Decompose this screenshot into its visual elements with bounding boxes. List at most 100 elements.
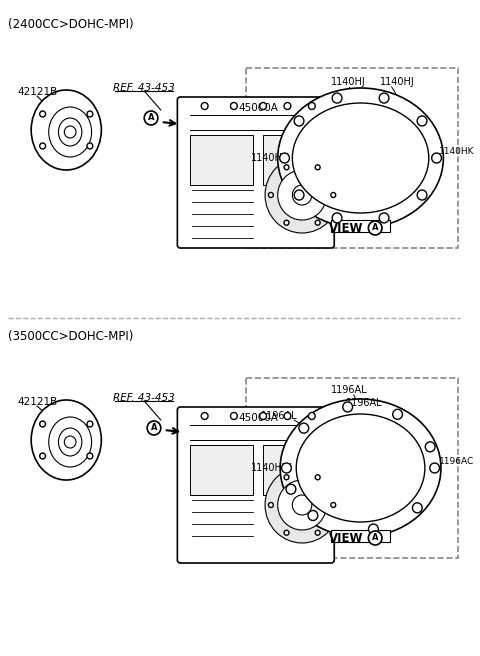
Circle shape <box>379 93 389 103</box>
Circle shape <box>201 102 208 110</box>
Circle shape <box>230 102 237 110</box>
Circle shape <box>331 192 336 197</box>
Ellipse shape <box>31 90 101 170</box>
Ellipse shape <box>49 417 92 467</box>
Circle shape <box>368 221 382 235</box>
Circle shape <box>379 213 389 223</box>
Circle shape <box>417 116 427 126</box>
Text: A: A <box>372 533 378 543</box>
Bar <box>331 530 390 542</box>
Circle shape <box>315 165 320 170</box>
Text: 1196AL: 1196AL <box>331 385 368 395</box>
Circle shape <box>294 190 304 200</box>
Circle shape <box>265 157 339 233</box>
Text: 1140HW: 1140HW <box>252 463 293 473</box>
Circle shape <box>230 413 237 419</box>
Text: 1196AL: 1196AL <box>346 398 383 408</box>
Bar <box>190 445 253 495</box>
Text: 45000A: 45000A <box>238 413 278 423</box>
Circle shape <box>64 436 76 448</box>
Text: 42121B: 42121B <box>18 87 58 97</box>
Ellipse shape <box>49 107 92 157</box>
Circle shape <box>147 421 161 435</box>
Circle shape <box>40 453 46 459</box>
Circle shape <box>87 421 93 427</box>
Ellipse shape <box>31 400 101 480</box>
Circle shape <box>368 531 382 545</box>
Circle shape <box>294 116 304 126</box>
Circle shape <box>292 495 312 515</box>
Text: 1140HK: 1140HK <box>439 148 474 157</box>
Text: 1196AL: 1196AL <box>261 411 298 421</box>
Ellipse shape <box>296 414 425 522</box>
Text: 1140HJ: 1140HJ <box>380 77 415 87</box>
Ellipse shape <box>292 103 429 213</box>
Circle shape <box>284 220 289 225</box>
Text: A: A <box>148 113 154 123</box>
Circle shape <box>278 170 326 220</box>
Circle shape <box>284 475 289 480</box>
Circle shape <box>309 413 315 419</box>
Text: (2400CC>DOHC-MPI): (2400CC>DOHC-MPI) <box>8 18 133 31</box>
Text: VIEW: VIEW <box>329 222 363 234</box>
Circle shape <box>369 524 378 534</box>
Circle shape <box>332 93 342 103</box>
Bar <box>263 445 317 495</box>
Bar <box>263 135 317 185</box>
Circle shape <box>284 530 289 535</box>
Circle shape <box>308 510 318 520</box>
Circle shape <box>40 421 46 427</box>
Circle shape <box>87 143 93 149</box>
Circle shape <box>260 102 266 110</box>
Circle shape <box>299 423 309 433</box>
Ellipse shape <box>280 399 441 537</box>
Ellipse shape <box>278 88 444 228</box>
Text: 1140HK: 1140HK <box>252 153 289 163</box>
Circle shape <box>268 192 273 197</box>
Circle shape <box>280 153 289 163</box>
Circle shape <box>332 213 342 223</box>
Circle shape <box>432 153 442 163</box>
Circle shape <box>331 502 336 508</box>
Circle shape <box>87 111 93 117</box>
FancyBboxPatch shape <box>246 378 458 558</box>
Text: REF. 43-453: REF. 43-453 <box>113 83 175 93</box>
Circle shape <box>260 413 266 419</box>
Text: 1140HJ: 1140HJ <box>331 77 366 87</box>
Circle shape <box>201 413 208 419</box>
Circle shape <box>286 484 296 494</box>
Circle shape <box>40 111 46 117</box>
Ellipse shape <box>59 118 82 146</box>
Circle shape <box>412 503 422 513</box>
Text: REF. 43-453: REF. 43-453 <box>113 393 175 403</box>
Circle shape <box>425 441 435 452</box>
Circle shape <box>284 102 291 110</box>
Text: 45000A: 45000A <box>238 103 278 113</box>
Text: A: A <box>372 224 378 232</box>
Circle shape <box>87 453 93 459</box>
Text: A: A <box>151 424 157 432</box>
Circle shape <box>64 126 76 138</box>
Circle shape <box>282 463 291 473</box>
Circle shape <box>315 220 320 225</box>
Circle shape <box>309 102 315 110</box>
Ellipse shape <box>59 428 82 456</box>
Bar <box>190 135 253 185</box>
Circle shape <box>343 402 353 412</box>
Circle shape <box>278 480 326 530</box>
Circle shape <box>292 185 312 205</box>
Circle shape <box>144 111 158 125</box>
Text: VIEW: VIEW <box>329 531 363 544</box>
Circle shape <box>315 475 320 480</box>
FancyBboxPatch shape <box>177 97 334 248</box>
Circle shape <box>284 413 291 419</box>
Circle shape <box>393 409 402 419</box>
Circle shape <box>430 463 440 473</box>
FancyBboxPatch shape <box>246 68 458 248</box>
Text: 1196AC: 1196AC <box>439 457 474 466</box>
Circle shape <box>40 143 46 149</box>
Circle shape <box>417 190 427 200</box>
Circle shape <box>315 530 320 535</box>
Text: 42121B: 42121B <box>18 397 58 407</box>
Circle shape <box>268 502 273 508</box>
